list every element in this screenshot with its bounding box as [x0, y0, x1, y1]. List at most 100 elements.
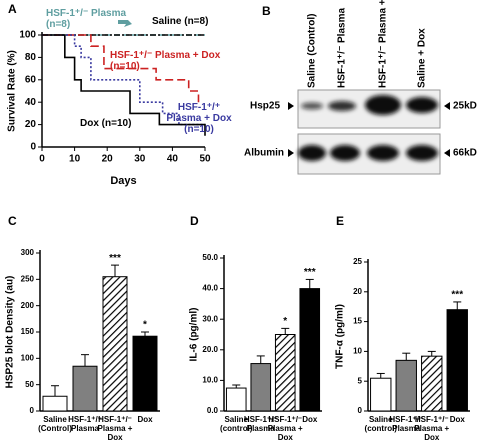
significance: ***: [451, 290, 463, 301]
arrow: [118, 17, 132, 27]
y-tick-label: 40.0: [202, 284, 218, 293]
x-tick-label: 40: [167, 154, 179, 165]
band: [367, 145, 399, 161]
y-tick-label: 25: [353, 257, 362, 266]
y-tick-label: 150: [21, 327, 35, 336]
lane-label: HSF-1⁺/⁻ Plasma + Dox: [378, 0, 389, 88]
blot-size: 66kD: [453, 148, 477, 159]
significance: ***: [109, 253, 121, 264]
y-tick-label: 250: [21, 274, 35, 283]
y-axis-label: TNF-α (pg/ml): [335, 304, 346, 369]
y-tick-label: 300: [21, 248, 35, 257]
band: [406, 145, 438, 161]
x-tick-label: 50: [199, 154, 211, 165]
series-label: HSF-1⁺/⁺ Plasma + Dox (n=10): [166, 102, 232, 135]
y-tick-label: 10.0: [202, 376, 218, 385]
panel-letter: D: [190, 214, 199, 228]
bar: [72, 365, 98, 412]
y-tick-label: 100: [21, 353, 35, 362]
arrow: [288, 149, 294, 157]
significance: *: [143, 320, 147, 331]
blot-size: 25kD: [453, 101, 477, 112]
lane-label: Saline (Control): [307, 14, 318, 88]
band: [328, 101, 356, 111]
y-tick-label: 100: [19, 30, 36, 41]
panel-letter: C: [8, 214, 17, 228]
y-tick-label: 50: [25, 380, 34, 389]
y-tick-label: 10: [353, 347, 362, 356]
bar: [132, 335, 158, 412]
x-tick-label: Saline (control): [220, 415, 253, 433]
x-tick-label: Saline (Control): [38, 415, 72, 433]
bar: [421, 355, 443, 412]
y-tick-label: 40: [25, 97, 37, 108]
x-tick-label: HSF-1⁺/⁻ Plasma: [389, 415, 424, 433]
survival-line: [42, 34, 205, 126]
arrow: [444, 102, 450, 110]
arrow: [288, 102, 294, 110]
series-label: Dox (n=10): [80, 118, 132, 129]
lane-label: Saline + Dox: [417, 28, 428, 88]
y-axis-label: HSP25 blot Density (au): [5, 276, 16, 389]
x-tick-label: 20: [102, 154, 114, 165]
blot-row-label: Albumin: [244, 148, 284, 159]
x-tick-label: 0: [39, 154, 45, 165]
y-tick-label: 0: [358, 406, 363, 415]
bar: [225, 387, 247, 412]
x-axis-label: Days: [110, 175, 136, 187]
y-tick-label: 0.0: [207, 406, 219, 415]
series-label: HSF-1⁺/⁻ Plasma (n=8): [46, 8, 127, 30]
blot-row-label: Hsp25: [250, 101, 280, 112]
bar: [370, 377, 392, 412]
x-tick-label: HSF-1⁺/⁻ Plasma + Dox: [267, 415, 303, 442]
x-tick-label: 10: [69, 154, 81, 165]
band: [301, 102, 323, 110]
x-tick-label: Dox: [137, 415, 153, 424]
y-tick-label: 200: [21, 301, 35, 310]
x-tick-label: 30: [134, 154, 146, 165]
significance: *: [283, 316, 287, 327]
x-tick-label: Saline (control): [364, 415, 397, 433]
bar: [102, 276, 128, 412]
bar: [274, 334, 296, 412]
y-tick-label: 50.0: [202, 253, 218, 262]
arrow: [444, 149, 450, 157]
series-label: Saline (n=8): [152, 16, 209, 27]
y-tick-label: 20: [25, 119, 37, 130]
band: [406, 97, 438, 113]
band: [330, 145, 360, 161]
x-tick-label: Dox: [302, 415, 318, 424]
y-tick-label: 20: [353, 287, 362, 296]
y-tick-label: 15: [353, 317, 362, 326]
y-tick-label: 0: [30, 142, 36, 153]
x-tick-label: HSF-1⁺/⁻ Plasma + Dox: [97, 415, 133, 442]
survival-line: [42, 34, 206, 136]
y-tick-label: 30.0: [202, 314, 218, 323]
bar: [395, 359, 417, 412]
bar: [250, 363, 272, 412]
bar: [299, 288, 321, 412]
y-tick-label: 80: [25, 52, 37, 63]
band: [365, 95, 401, 115]
y-tick-label: 20.0: [202, 345, 218, 354]
significance: ***: [304, 267, 316, 278]
x-tick-label: HSF-1⁺/⁻ Plasma + Dox: [414, 415, 450, 442]
y-tick-label: 60: [25, 74, 37, 85]
bar: [42, 395, 68, 412]
x-tick-label: Dox: [449, 415, 465, 424]
panel-letter: B: [262, 4, 271, 18]
y-axis-label: Survival Rate (%): [7, 50, 18, 132]
x-tick-label: HSF-1⁺/⁻ Plasma: [243, 415, 278, 433]
lane-label: HSF-1⁺/⁻ Plasma: [337, 8, 348, 88]
panel-letter: E: [336, 214, 344, 228]
band: [298, 145, 326, 161]
blot: [288, 89, 450, 175]
series-label: HSF-1⁺/⁻ Plasma + Dox (n=10): [110, 50, 221, 72]
y-axis-label: IL-6 (pg/ml): [189, 308, 200, 362]
survival-line: [42, 34, 200, 103]
bar: [446, 309, 468, 412]
x-tick-label: HSF-1⁺/⁻ Plasma: [68, 415, 102, 433]
y-tick-label: 0: [30, 406, 35, 415]
